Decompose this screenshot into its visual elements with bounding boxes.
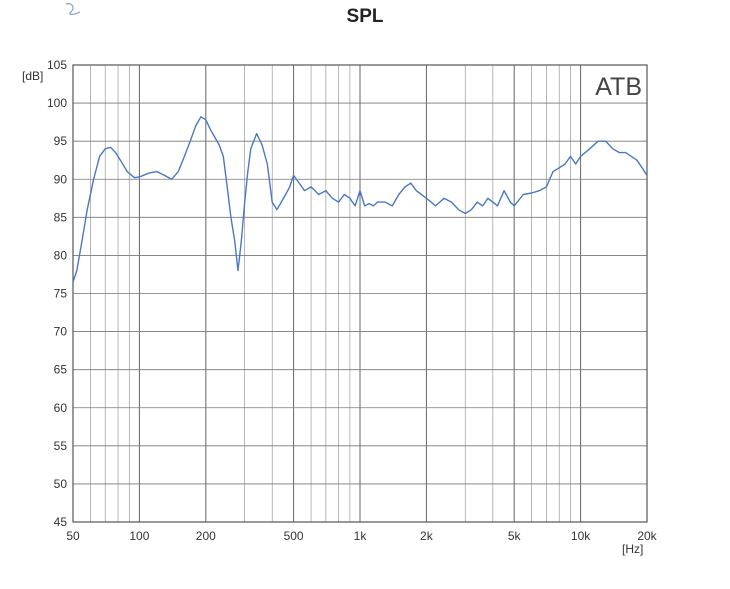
y-tick-label: 50 (54, 477, 68, 491)
x-tick-label: 2k (420, 529, 434, 543)
spl-curve (72, 116, 648, 283)
y-tick-label: 90 (54, 172, 68, 186)
y-tick-label: 100 (47, 96, 67, 110)
y-tick-label: 95 (54, 134, 68, 148)
y-tick-label: 55 (54, 439, 68, 453)
y-tick-label: 75 (54, 287, 68, 301)
x-tick-label: 10k (571, 529, 591, 543)
y-tick-label: 65 (54, 363, 68, 377)
plot-frame (72, 64, 648, 523)
y-tick-label: 70 (54, 325, 68, 339)
curve-layer (72, 116, 648, 283)
x-tick-label: 100 (129, 529, 149, 543)
x-tick-label: 200 (196, 529, 216, 543)
x-axis-label: [Hz] (622, 542, 643, 556)
x-tick-label: 500 (284, 529, 304, 543)
grid-layer (72, 64, 648, 523)
y-axis-label: [dB] (22, 69, 43, 83)
y-tick-labels: 45 50 55 60 65 70 75 80 85 90 95 100 105 (47, 58, 67, 529)
y-tick-label: 60 (54, 401, 68, 415)
x-tick-label: 5k (508, 529, 522, 543)
atb-annotation: ATB (595, 73, 642, 101)
y-tick-label: 105 (47, 58, 67, 72)
x-tick-labels: 50 100 200 500 1k 2k 5k 10k 20k (66, 529, 657, 543)
x-tick-label: 1k (354, 529, 368, 543)
x-tick-label: 20k (637, 529, 657, 543)
chart-title: SPL (346, 6, 384, 27)
y-tick-label: 80 (54, 248, 68, 262)
x-tick-label: 50 (66, 529, 80, 543)
y-tick-label: 45 (54, 515, 68, 529)
pen-scribble (65, 3, 81, 15)
y-tick-label: 85 (54, 210, 68, 224)
